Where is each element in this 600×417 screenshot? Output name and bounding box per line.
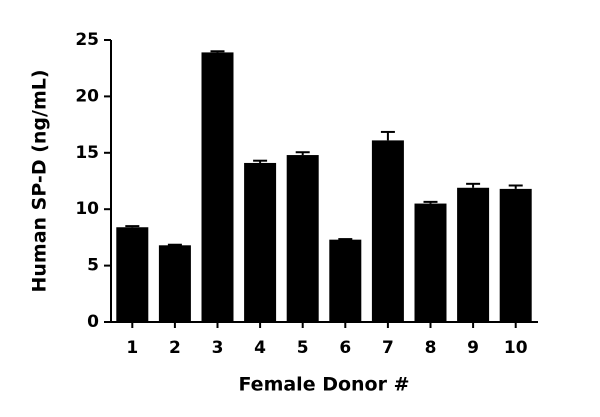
x-tick-label: 10 <box>504 338 528 358</box>
x-tick-label: 8 <box>425 338 437 358</box>
x-tick-label: 7 <box>382 338 394 358</box>
x-tick-label: 2 <box>169 338 181 358</box>
y-tick-label: 10 <box>75 199 99 219</box>
bar <box>286 155 319 322</box>
bar <box>244 162 277 322</box>
y-tick-label: 5 <box>87 256 99 276</box>
bar <box>457 187 490 322</box>
x-tick-label: 4 <box>254 338 266 358</box>
bar <box>499 188 532 322</box>
y-tick-label: 0 <box>87 312 99 332</box>
bar <box>158 245 191 322</box>
x-tick-label: 5 <box>297 338 309 358</box>
y-axis-title: Human SP-D (ng/mL) <box>29 69 51 292</box>
x-axis-title: Female Donor # <box>238 374 409 396</box>
bar <box>329 239 362 322</box>
x-tick-label: 9 <box>467 338 479 358</box>
y-tick-label: 20 <box>75 86 99 106</box>
y-tick-label: 15 <box>75 143 99 163</box>
bar <box>414 203 447 322</box>
x-tick-label: 3 <box>212 338 224 358</box>
x-tick-label: 1 <box>126 338 138 358</box>
bar <box>371 140 404 322</box>
x-tick-label: 6 <box>339 338 351 358</box>
y-tick-label: 25 <box>75 30 99 50</box>
bar <box>201 52 234 323</box>
bar <box>116 227 149 322</box>
